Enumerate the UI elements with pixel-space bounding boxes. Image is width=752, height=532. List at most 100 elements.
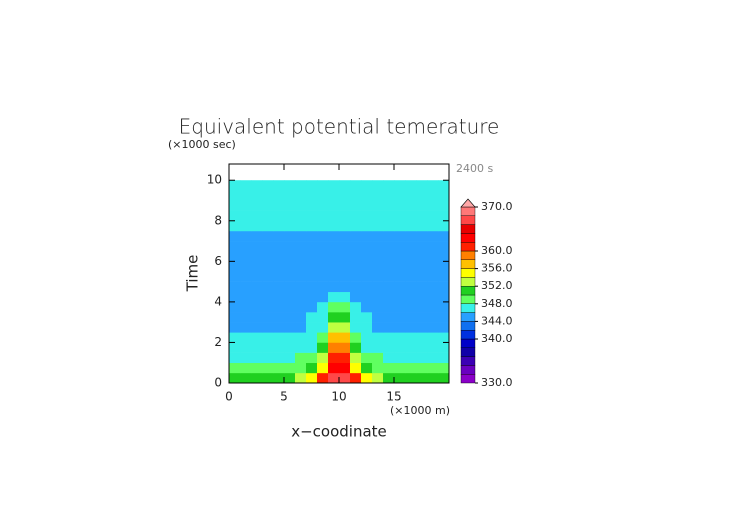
- contour-cell: [295, 190, 307, 201]
- contour-cell: [350, 291, 362, 303]
- contour-cell: [350, 332, 362, 343]
- contour-cell: [394, 190, 406, 201]
- contour-cell: [262, 332, 274, 343]
- contour-cell: [317, 220, 329, 232]
- contour-cell: [251, 312, 263, 323]
- contour-cell: [262, 190, 274, 201]
- contour-cell: [295, 332, 307, 343]
- contour-cell: [240, 230, 252, 242]
- contour-cell: [317, 372, 329, 384]
- contour-cell: [295, 251, 307, 262]
- contour-cell: [262, 312, 274, 323]
- contour-cell: [383, 322, 395, 333]
- contour-cell: [438, 281, 450, 293]
- contour-cell: [361, 241, 373, 252]
- contour-cell: [405, 251, 417, 262]
- contour-cell: [438, 332, 450, 343]
- contour-cell: [229, 241, 241, 252]
- contour-cell: [394, 230, 406, 242]
- contour-cell: [273, 291, 285, 303]
- contour-cell: [438, 241, 450, 252]
- contour-cell: [295, 312, 307, 323]
- colorbar-band: [460, 224, 476, 234]
- contour-cell: [416, 291, 428, 303]
- contour-cell: [328, 352, 340, 364]
- contour-cell: [251, 241, 263, 252]
- contour-cell: [251, 322, 263, 333]
- contour-cell: [306, 301, 318, 313]
- contour-cell: [372, 291, 384, 303]
- contour-cell: [262, 220, 274, 232]
- contour-cell: [251, 261, 263, 272]
- contour-cell: [427, 281, 439, 293]
- contour-cell: [295, 322, 307, 333]
- contour-cell: [306, 241, 318, 252]
- contour-cell: [383, 251, 395, 262]
- contour-cell: [273, 271, 285, 282]
- contour-cell: [372, 210, 384, 222]
- contour-cell: [438, 372, 450, 384]
- contour-cell: [394, 332, 406, 343]
- contour-cell: [339, 200, 351, 211]
- contour-cell: [273, 230, 285, 242]
- contour-cell: [339, 210, 351, 222]
- contour-cell: [306, 372, 318, 384]
- contour-cell: [284, 332, 296, 343]
- contour-cell: [394, 352, 406, 364]
- contour-cell: [328, 362, 340, 374]
- colorbar-band: [460, 233, 476, 243]
- contour-cell: [427, 362, 439, 374]
- y-tick-label: 8: [214, 213, 222, 227]
- contour-cell: [372, 281, 384, 293]
- contour-cell: [328, 190, 340, 201]
- contour-cell: [394, 322, 406, 333]
- contour-cell: [350, 220, 362, 232]
- contour-cell: [339, 312, 351, 323]
- contour-cell: [262, 372, 274, 384]
- contour-cell: [438, 230, 450, 242]
- contour-cell: [284, 180, 296, 191]
- colorbar-band: [460, 241, 476, 252]
- contour-cell: [328, 271, 340, 282]
- contour-cell: [284, 251, 296, 262]
- x-tick-label: 5: [280, 390, 288, 404]
- contour-cell: [427, 230, 439, 242]
- contour-cell: [438, 200, 450, 211]
- contour-cell: [350, 312, 362, 323]
- contour-cell: [427, 241, 439, 252]
- contour-cell: [339, 332, 351, 343]
- contour-cell: [350, 322, 362, 333]
- contour-cell: [317, 180, 329, 191]
- contour-cell: [427, 261, 439, 272]
- contour-cell: [317, 312, 329, 323]
- colorbar-band: [460, 356, 476, 366]
- contour-cell: [350, 372, 362, 384]
- contour-cell: [394, 261, 406, 272]
- contour-cell: [416, 362, 428, 374]
- contour-cell: [416, 281, 428, 293]
- contour-cell: [427, 271, 439, 282]
- contour-cell: [405, 372, 417, 384]
- contour-cell: [427, 210, 439, 222]
- contour-cell: [306, 230, 318, 242]
- contour-cell: [372, 200, 384, 211]
- x-tick-label: 10: [331, 390, 346, 404]
- contour-cell: [295, 220, 307, 232]
- colorbar-band: [460, 259, 476, 269]
- contour-cell: [394, 180, 406, 191]
- contour-cell: [306, 362, 318, 374]
- colorbar-band: [460, 294, 476, 305]
- contour-cell: [405, 190, 417, 201]
- contour-cell: [229, 301, 241, 313]
- contour-cell: [394, 362, 406, 374]
- contour-cell: [229, 200, 241, 211]
- contour-cell: [350, 352, 362, 364]
- colorbar-tick-label: 360.0: [481, 244, 513, 257]
- contour-cell: [383, 291, 395, 303]
- contour-cell: [240, 251, 252, 262]
- contour-cell: [317, 362, 329, 374]
- contour-cell: [229, 332, 241, 343]
- contour-cell: [350, 180, 362, 191]
- contour-cell: [306, 220, 318, 232]
